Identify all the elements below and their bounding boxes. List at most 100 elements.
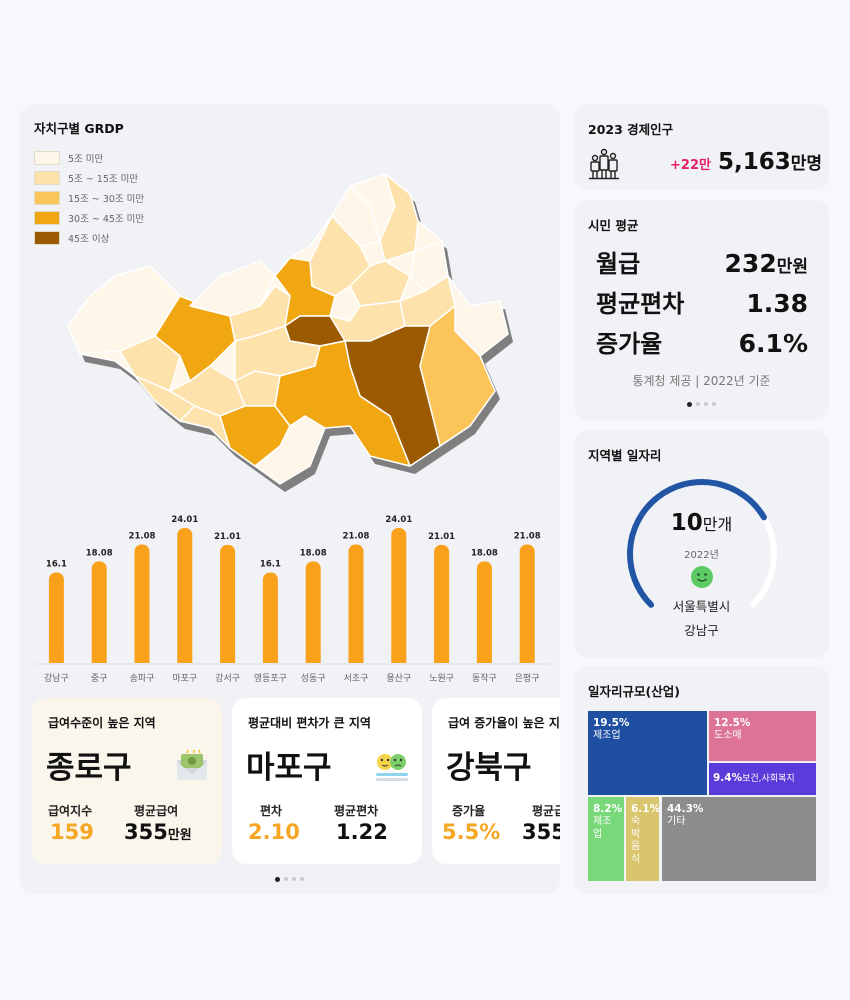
- stat-label: 평균급여: [134, 804, 179, 818]
- citizen-label: 평균편차: [596, 290, 685, 318]
- citizen-unit: 만원: [776, 257, 808, 277]
- card-title: 급여 증가율이 높은 지역: [448, 716, 560, 730]
- population-panel: 2023 경제인구 +22만 5,163만명: [574, 104, 829, 190]
- pagination-dot[interactable]: [704, 402, 708, 406]
- bar-value-label: 18.08: [471, 548, 498, 558]
- citizen-pagination[interactable]: [687, 402, 716, 407]
- citizen-row-growth: 증가율 6.1%: [596, 324, 808, 359]
- citizen-label: 증가율: [596, 330, 663, 358]
- bar[interactable]: [305, 561, 321, 663]
- bar[interactable]: [391, 528, 407, 663]
- bar-value-label: 21.01: [428, 532, 455, 542]
- citizen-value: 232: [724, 249, 777, 278]
- treemap-cell-wholesale[interactable]: 12.5% 도소매: [709, 711, 816, 761]
- stat-label: 편차: [260, 804, 283, 818]
- gauge-fill: [627, 479, 767, 608]
- treemap-pct: 8.2%: [593, 803, 623, 815]
- population-title: 2023 경제인구: [588, 122, 674, 137]
- treemap-cell-other[interactable]: 44.3% 기타: [662, 797, 816, 881]
- regional-jobs-panel: 지역별 일자리 10만개 2022년 서울특별시 강남구: [574, 430, 829, 658]
- category-tick-label: 성동구: [301, 673, 326, 684]
- pagination-dot[interactable]: [292, 877, 296, 881]
- bar-base: [48, 655, 64, 663]
- citizen-row-deviation: 평균편차 1.38: [596, 284, 808, 319]
- money-envelope-icon: [177, 750, 207, 780]
- treemap-pct: 44.3%: [667, 803, 704, 815]
- bar[interactable]: [519, 544, 535, 663]
- treemap-pct: 12.5%: [714, 717, 751, 729]
- industry-title: 일자리규모(산업): [588, 684, 680, 699]
- legend-item: 5조 ~ 15조 미만: [34, 168, 144, 188]
- population-total: 5,163: [718, 149, 791, 175]
- bar[interactable]: [134, 544, 150, 663]
- legend-label: 30조 ~ 45조 미만: [68, 214, 145, 225]
- legend-swatch: [34, 231, 60, 245]
- treemap-pct: 9.4%: [713, 772, 743, 784]
- treemap-cell-manufacturing-2[interactable]: 8.2% 제조업: [588, 797, 624, 881]
- jobs-gauge: [627, 479, 777, 608]
- pagination-dot[interactable]: [300, 877, 304, 881]
- bar-base: [348, 655, 364, 663]
- legend-item: 30조 ~ 45조 미만: [34, 208, 144, 228]
- category-tick-label: 마포구: [172, 673, 197, 684]
- legend-item: 15조 ~ 30조 미만: [34, 188, 144, 208]
- bar-value-label: 21.01: [214, 532, 241, 542]
- bar[interactable]: [48, 572, 64, 663]
- category-tick-label: 은평구: [515, 673, 540, 684]
- bar[interactable]: [476, 561, 492, 663]
- map-legend: 5조 미만 5조 ~ 15조 미만 15조 ~ 30조 미만 30조 ~ 45조…: [34, 148, 144, 248]
- grdp-bar-chart: 16.1 강남구 18.08 중구 21.08 송파구 24.01 마포구 21.01 강서구 16…: [36, 515, 550, 684]
- region-card-deviation[interactable]: 평균대비 편차가 큰 지역 마포구 편차 평균편차 2.10 1.22: [232, 698, 422, 864]
- pagination-dot[interactable]: [696, 402, 700, 406]
- bar-value-label: 24.01: [385, 515, 412, 525]
- bar[interactable]: [177, 528, 193, 663]
- region-cards-carousel[interactable]: 급여수준이 높은 지역 종로구 급여지수 평균급여 159 355만원 평균대비…: [32, 698, 560, 864]
- treemap-cell-health[interactable]: 9.4%보건,사회복지: [709, 763, 816, 795]
- population-change: +22만: [670, 158, 711, 173]
- category-tick-label: 강남구: [44, 673, 69, 684]
- pagination-dot[interactable]: [687, 402, 692, 407]
- bar-value-label: 21.08: [343, 531, 370, 541]
- bar[interactable]: [220, 544, 236, 663]
- category-tick-label: 중구: [91, 673, 108, 684]
- treemap-cell-manufacturing[interactable]: 19.5% 제조업: [588, 711, 707, 795]
- emoji-faces-icon: [376, 754, 408, 781]
- bar-value-label: 24.01: [171, 515, 198, 525]
- bar[interactable]: [91, 561, 107, 663]
- grdp-panel: 자치구별 GRDP 5조 미만 5조 ~ 15조 미만 15조 ~ 30조 미만…: [20, 104, 560, 894]
- treemap-label: 보건,사회복지: [742, 774, 795, 784]
- carousel-pagination[interactable]: [275, 877, 304, 882]
- citizen-value: 6.1%: [738, 329, 808, 358]
- bar[interactable]: [262, 572, 278, 663]
- bar-value-label: 21.08: [129, 531, 156, 541]
- grdp-title: 자치구별 GRDP: [34, 121, 124, 136]
- region-card-growth[interactable]: 급여 증가율이 높은 지역 강북구 증가율 평균급여 5.5% 355: [432, 698, 560, 864]
- pagination-dot[interactable]: [284, 877, 288, 881]
- card-region: 종로구: [46, 750, 132, 786]
- pagination-dot[interactable]: [275, 877, 280, 882]
- bar[interactable]: [348, 544, 364, 663]
- legend-label: 5조 미만: [68, 154, 104, 165]
- legend-item: 45조 이상: [34, 228, 144, 248]
- pagination-dot[interactable]: [712, 402, 716, 406]
- population-total-with-unit: 5,163만명: [718, 149, 822, 175]
- card-title: 평균대비 편차가 큰 지역: [248, 716, 371, 730]
- treemap-label: 제조업: [593, 816, 612, 840]
- legend-swatch: [34, 151, 60, 165]
- stat-value: 355: [522, 820, 560, 844]
- card-region: 마포구: [246, 750, 332, 786]
- treemap-label: 제조업: [593, 730, 621, 742]
- stat-label: 평균급여: [532, 804, 560, 818]
- smiley-face-icon: [691, 566, 713, 588]
- stat-value: 355: [124, 820, 168, 844]
- jobs-value: 10: [670, 510, 703, 536]
- bar-base: [262, 655, 278, 663]
- region-card-salary[interactable]: 급여수준이 높은 지역 종로구 급여지수 평균급여 159 355만원: [32, 698, 222, 864]
- treemap-cell-accommodation[interactable]: 6.1% 숙박음식: [626, 797, 659, 881]
- stat-label: 증가율: [452, 804, 486, 818]
- stat-value: 5.5%: [442, 820, 501, 844]
- legend-swatch: [34, 191, 60, 205]
- people-group-icon: [589, 148, 619, 180]
- legend-swatch: [34, 211, 60, 225]
- bar[interactable]: [434, 544, 450, 663]
